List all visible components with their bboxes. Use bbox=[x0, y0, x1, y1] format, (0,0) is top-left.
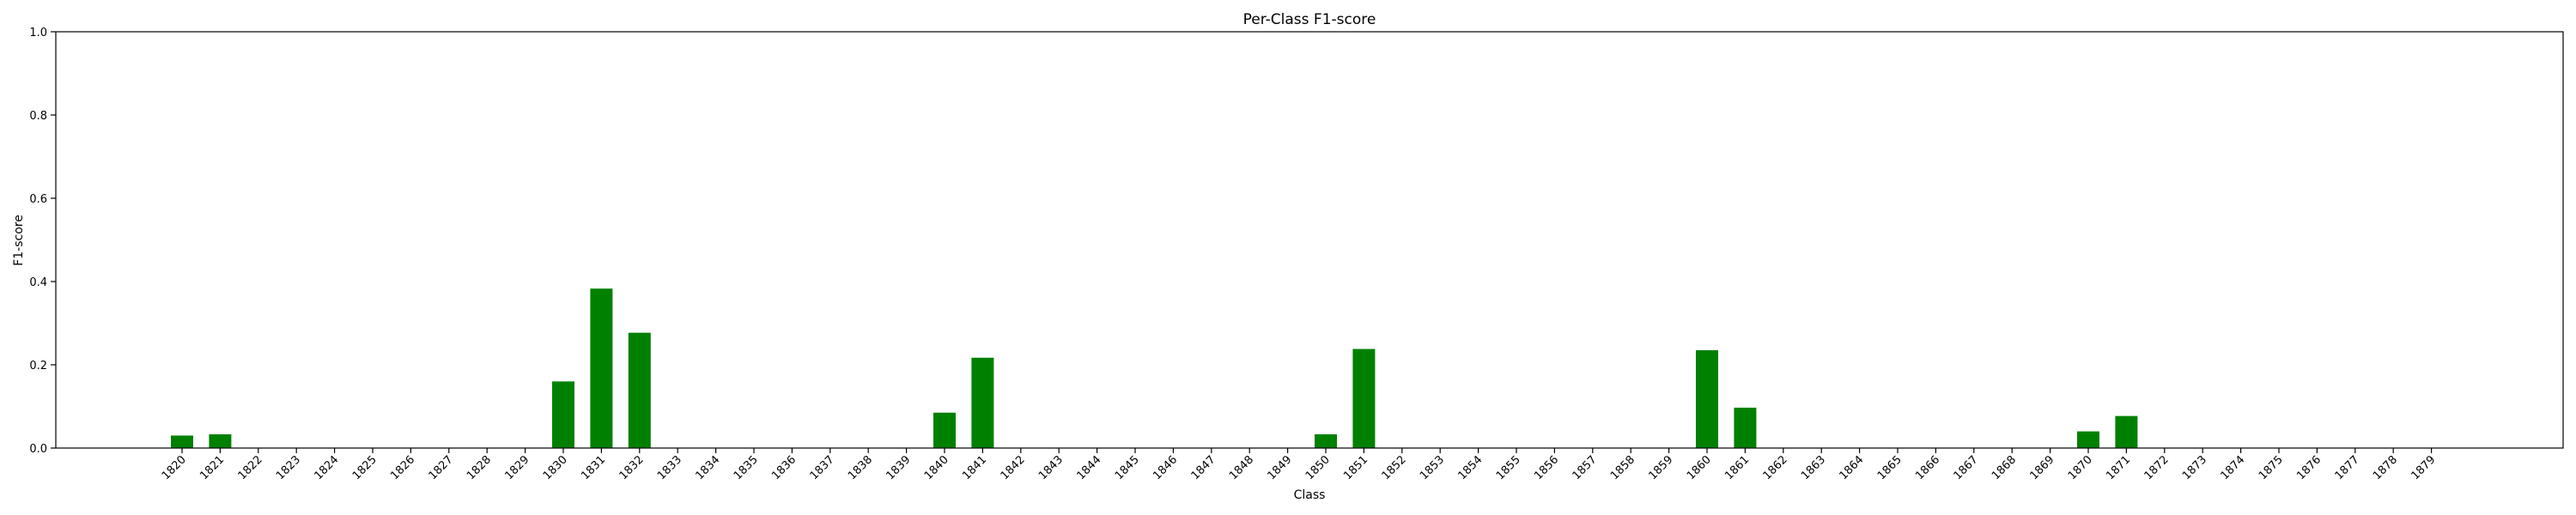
x-tick-label-1840: 1840 bbox=[922, 453, 951, 482]
x-tick-label-1855: 1855 bbox=[1494, 453, 1523, 482]
x-tick-label-1830: 1830 bbox=[541, 453, 570, 482]
y-axis: 0.0 0.2 0.4 0.6 0.8 1.0 bbox=[29, 27, 56, 456]
x-tick-label-1839: 1839 bbox=[884, 453, 913, 482]
x-tick-label-1875: 1875 bbox=[2257, 453, 2286, 482]
x-tick-label-1879: 1879 bbox=[2409, 453, 2438, 482]
x-tick-label-1865: 1865 bbox=[1875, 453, 1905, 482]
y-tick-label-1: 0.2 bbox=[29, 360, 47, 373]
y-tick-label-2: 0.4 bbox=[29, 276, 47, 289]
bar-1861 bbox=[1734, 407, 1757, 448]
x-tick-label-1823: 1823 bbox=[274, 453, 303, 482]
plot-frame bbox=[55, 31, 2564, 449]
bar-1832 bbox=[628, 332, 651, 448]
x-axis-label: Class bbox=[1294, 488, 1326, 502]
y-axis-label: F1-score bbox=[12, 215, 26, 266]
x-tick-label-1825: 1825 bbox=[350, 453, 380, 482]
x-tick-label-1863: 1863 bbox=[1799, 453, 1828, 482]
bars-group bbox=[171, 288, 2138, 448]
x-tick-label-1821: 1821 bbox=[197, 453, 227, 482]
y-tick-label-4: 0.8 bbox=[29, 110, 47, 123]
x-tick-label-1854: 1854 bbox=[1455, 453, 1485, 482]
bar-1850 bbox=[1315, 433, 1337, 448]
x-tick-label-1842: 1842 bbox=[999, 453, 1028, 482]
x-tick-label-1864: 1864 bbox=[1837, 453, 1866, 482]
x-tick-label-1859: 1859 bbox=[1646, 453, 1675, 482]
x-tick-label-1827: 1827 bbox=[427, 453, 456, 482]
bar-1841 bbox=[971, 357, 994, 448]
x-tick-label-1870: 1870 bbox=[2066, 453, 2095, 482]
bar-1831 bbox=[590, 288, 613, 448]
x-tick-label-1848: 1848 bbox=[1227, 453, 1256, 482]
x-tick-label-1856: 1856 bbox=[1532, 453, 1561, 482]
x-tick-label-1871: 1871 bbox=[2104, 453, 2133, 482]
x-tick-label-1828: 1828 bbox=[465, 453, 494, 482]
x-tick-label-1862: 1862 bbox=[1761, 453, 1790, 482]
x-tick-label-1877: 1877 bbox=[2333, 453, 2362, 482]
x-tick-label-1826: 1826 bbox=[388, 453, 417, 482]
y-tick-label-3: 0.6 bbox=[29, 193, 47, 206]
x-tick-label-1869: 1869 bbox=[2027, 453, 2057, 482]
x-tick-label-1822: 1822 bbox=[236, 453, 265, 482]
x-tick-label-1857: 1857 bbox=[1571, 453, 1600, 482]
bar-1860 bbox=[1696, 350, 1718, 448]
x-tick-label-1861: 1861 bbox=[1722, 453, 1752, 482]
x-tick-label-1836: 1836 bbox=[769, 453, 799, 482]
x-tick-label-1872: 1872 bbox=[2142, 453, 2172, 482]
x-tick-label-1824: 1824 bbox=[312, 453, 341, 482]
y-tick-label-0: 0.0 bbox=[29, 443, 47, 456]
x-tick-label-1837: 1837 bbox=[808, 453, 837, 482]
x-tick-label-1858: 1858 bbox=[1608, 453, 1637, 482]
x-tick-label-1851: 1851 bbox=[1341, 453, 1370, 482]
x-tick-label-1850: 1850 bbox=[1303, 453, 1333, 482]
x-tick-label-1841: 1841 bbox=[960, 453, 989, 482]
x-tick-label-1866: 1866 bbox=[1913, 453, 1942, 482]
x-tick-label-1876: 1876 bbox=[2294, 453, 2324, 482]
bar-1830 bbox=[552, 381, 574, 448]
x-tick-label-1829: 1829 bbox=[502, 453, 532, 482]
x-tick-label-1873: 1873 bbox=[2180, 453, 2209, 482]
x-tick-label-1867: 1867 bbox=[1952, 453, 1981, 482]
x-tick-label-1833: 1833 bbox=[655, 453, 684, 482]
x-axis: 1820 1821 1822 1823 1824 1825 1826 1827 1828 1829… bbox=[160, 448, 2438, 482]
x-tick-label-1820: 1820 bbox=[160, 453, 189, 482]
x-tick-label-1832: 1832 bbox=[617, 453, 647, 482]
x-tick-label-1846: 1846 bbox=[1151, 453, 1180, 482]
x-tick-label-1844: 1844 bbox=[1074, 453, 1103, 482]
y-tick-label-5: 1.0 bbox=[29, 27, 47, 39]
bar-1871 bbox=[2115, 415, 2138, 448]
x-tick-label-1868: 1868 bbox=[1990, 453, 2019, 482]
bar-1851 bbox=[1352, 348, 1376, 448]
x-tick-label-1878: 1878 bbox=[2371, 453, 2400, 482]
bar-1870 bbox=[2077, 431, 2099, 448]
x-tick-label-1838: 1838 bbox=[846, 453, 875, 482]
x-tick-label-1849: 1849 bbox=[1265, 453, 1294, 482]
bar-1840 bbox=[933, 412, 956, 448]
x-tick-label-1860: 1860 bbox=[1685, 453, 1714, 482]
bar-1820 bbox=[171, 435, 193, 448]
x-tick-label-1835: 1835 bbox=[732, 453, 761, 482]
x-tick-label-1853: 1853 bbox=[1418, 453, 1447, 482]
x-tick-label-1852: 1852 bbox=[1380, 453, 1409, 482]
x-tick-label-1874: 1874 bbox=[2218, 453, 2247, 482]
bar-1821 bbox=[209, 433, 232, 448]
x-tick-label-1845: 1845 bbox=[1113, 453, 1142, 482]
x-tick-label-1847: 1847 bbox=[1189, 453, 1218, 482]
chart-title: Per-Class F1-score bbox=[1243, 11, 1376, 28]
x-tick-label-1831: 1831 bbox=[579, 453, 608, 482]
x-tick-label-1843: 1843 bbox=[1036, 453, 1066, 482]
x-tick-label-1834: 1834 bbox=[693, 453, 722, 482]
